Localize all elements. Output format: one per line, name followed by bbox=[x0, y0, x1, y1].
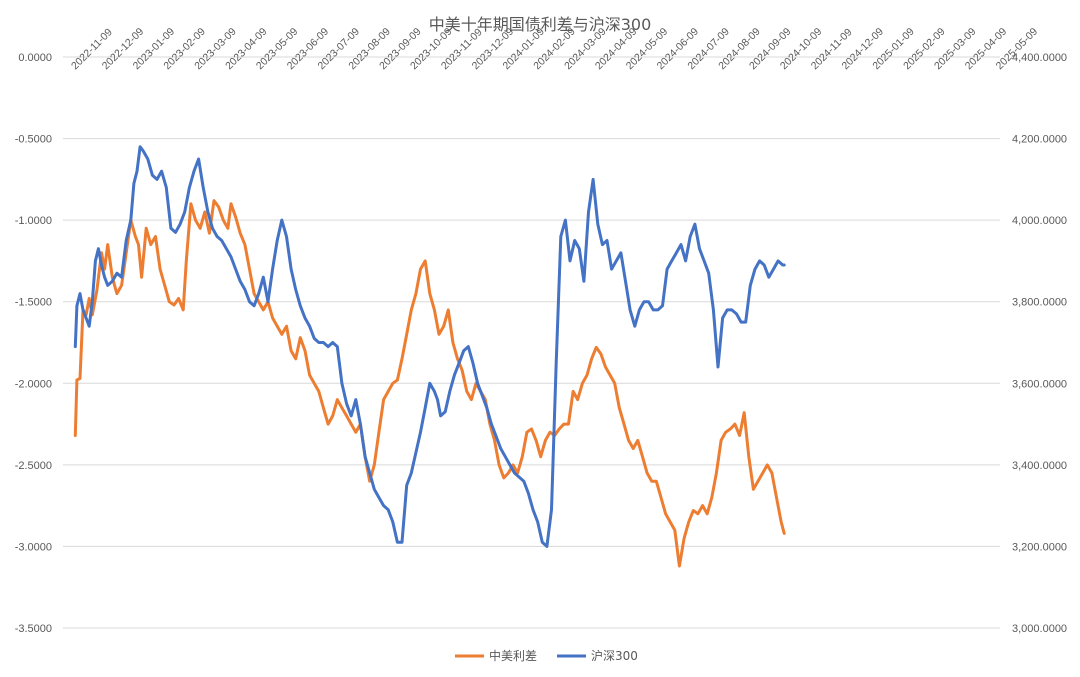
grid-layer bbox=[63, 56, 1000, 629]
right-tick-label: 3,200.0000 bbox=[1012, 541, 1067, 553]
legend-label-csi300: 沪深300 bbox=[591, 649, 638, 663]
right-tick-label: 3,000.0000 bbox=[1012, 623, 1067, 635]
left-tick-label: -1.0000 bbox=[15, 215, 52, 227]
legend: 中美利差 沪深300 bbox=[455, 648, 638, 663]
right-axis: 4,400.0000 4,200.0000 4,000.0000 3,800.0000… bbox=[1012, 52, 1067, 635]
left-tick-label: -3.5000 bbox=[15, 623, 52, 635]
left-tick-label: 0.0000 bbox=[18, 52, 52, 64]
left-axis: 0.0000 -0.5000 -1.0000 -1.5000 -2.0000 -2.500… bbox=[15, 52, 52, 635]
series-line-csi300 bbox=[73, 145, 786, 548]
left-tick-label: -1.5000 bbox=[15, 297, 52, 309]
legend-label-spread: 中美利差 bbox=[489, 648, 537, 663]
right-tick-label: 4,400.0000 bbox=[1012, 52, 1067, 64]
left-tick-label: -2.5000 bbox=[15, 460, 52, 472]
left-tick-label: -2.0000 bbox=[15, 378, 52, 390]
series-line-spread bbox=[73, 199, 786, 568]
series-layer bbox=[73, 145, 786, 568]
left-tick-label: -0.5000 bbox=[15, 134, 52, 146]
right-tick-label: 4,000.0000 bbox=[1012, 215, 1067, 227]
right-tick-label: 4,200.0000 bbox=[1012, 134, 1067, 146]
right-tick-label: 3,800.0000 bbox=[1012, 297, 1067, 309]
chart-title: 中美十年期国债利差与沪深300 bbox=[429, 15, 652, 34]
right-tick-label: 3,600.0000 bbox=[1012, 378, 1067, 390]
right-tick-label: 3,400.0000 bbox=[1012, 460, 1067, 472]
left-tick-label: -3.0000 bbox=[15, 541, 52, 553]
